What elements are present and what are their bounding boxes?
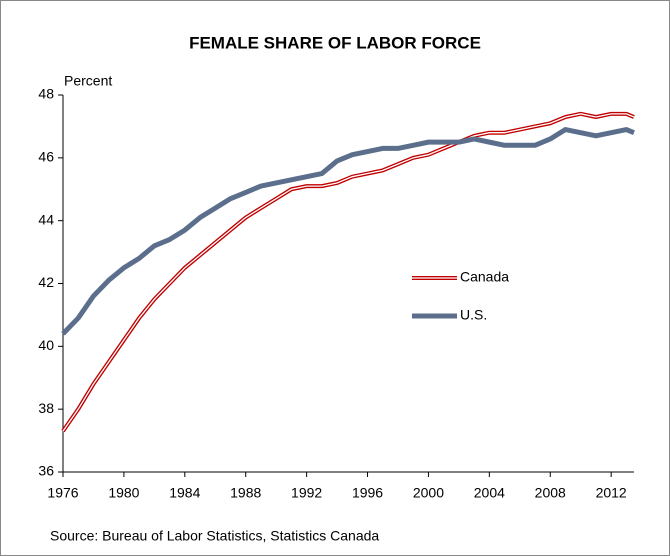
x-tick-label: 2004 — [474, 485, 505, 501]
x-tick-label: 2012 — [596, 485, 627, 501]
series-line — [61, 127, 635, 336]
y-tick-label: 36 — [38, 463, 54, 479]
y-tick-label: 44 — [38, 211, 54, 227]
x-tick-label: 1984 — [169, 485, 200, 501]
y-tick-label: 38 — [38, 400, 54, 416]
x-tick-label: 1992 — [291, 485, 322, 501]
x-tick-label: 1980 — [108, 485, 139, 501]
source-note: Source: Bureau of Labor Statistics, Stat… — [50, 528, 379, 544]
chart-title: FEMALE SHARE OF LABOR FORCE — [189, 33, 481, 52]
y-tick-label: 48 — [38, 86, 54, 102]
x-tick-label: 1996 — [352, 485, 383, 501]
legend-label: Canada — [460, 269, 509, 285]
x-tick-label: 2008 — [535, 485, 566, 501]
y-tick-label: 40 — [38, 337, 54, 353]
legend-label: U.S. — [460, 307, 487, 323]
y-axis-label: Percent — [64, 73, 112, 89]
y-tick-label: 42 — [38, 274, 54, 290]
y-tick-label: 46 — [38, 149, 54, 165]
series-line-highlight — [62, 113, 635, 432]
x-tick-label: 1976 — [47, 485, 78, 501]
x-tick-label: 1988 — [230, 485, 261, 501]
x-tick-label: 2000 — [413, 485, 444, 501]
